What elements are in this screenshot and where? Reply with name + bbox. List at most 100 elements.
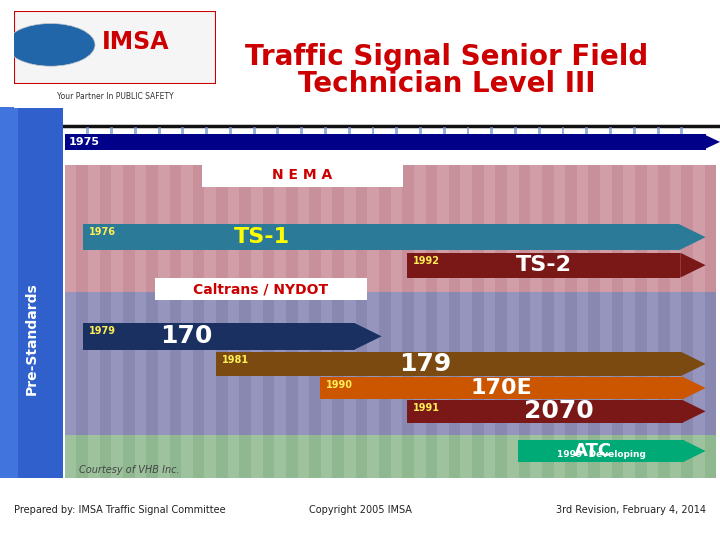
Bar xyxy=(112,292,123,435)
Bar xyxy=(274,435,286,478)
Text: 1999  Developing: 1999 Developing xyxy=(557,450,646,460)
Text: Prepared by: IMSA Traffic Signal Committee: Prepared by: IMSA Traffic Signal Committ… xyxy=(14,505,226,515)
Text: 170E: 170E xyxy=(471,378,532,398)
Bar xyxy=(181,435,193,478)
Polygon shape xyxy=(703,134,720,150)
Bar xyxy=(158,127,161,134)
Bar xyxy=(228,292,239,435)
Bar xyxy=(110,127,113,134)
Bar xyxy=(88,165,99,292)
Text: Your Partner In PUBLIC SAFETY: Your Partner In PUBLIC SAFETY xyxy=(57,92,174,101)
Bar xyxy=(390,292,402,435)
Bar xyxy=(204,435,216,478)
Bar xyxy=(460,165,472,292)
Bar xyxy=(321,165,333,292)
Text: 170: 170 xyxy=(160,325,212,348)
Polygon shape xyxy=(681,352,706,376)
Bar xyxy=(372,127,374,134)
Bar xyxy=(181,127,184,134)
Bar xyxy=(670,165,682,292)
Bar xyxy=(530,435,542,478)
Bar xyxy=(344,435,356,478)
Bar xyxy=(321,435,333,478)
Circle shape xyxy=(6,23,95,66)
Bar xyxy=(390,165,402,292)
Bar xyxy=(407,253,680,278)
Text: 1992: 1992 xyxy=(413,256,439,266)
Bar xyxy=(274,165,286,292)
Text: TS-1: TS-1 xyxy=(233,227,289,247)
Bar xyxy=(88,435,99,478)
Bar xyxy=(65,165,716,292)
Text: TS-2: TS-2 xyxy=(516,255,572,275)
Bar xyxy=(484,435,495,478)
Bar xyxy=(600,435,612,478)
Bar xyxy=(158,435,169,478)
Bar xyxy=(86,127,89,134)
Bar xyxy=(229,127,232,134)
Text: 1991: 1991 xyxy=(413,403,439,413)
Bar xyxy=(202,164,403,187)
Bar xyxy=(414,165,426,292)
Bar xyxy=(344,165,356,292)
Bar xyxy=(657,127,660,134)
Bar xyxy=(367,435,379,478)
Bar xyxy=(647,435,658,478)
Bar xyxy=(228,435,239,478)
Text: Traffic Signal Senior Field: Traffic Signal Senior Field xyxy=(245,43,648,71)
Bar xyxy=(507,292,518,435)
Bar xyxy=(419,127,422,134)
Text: Courtesy of VHB Inc.: Courtesy of VHB Inc. xyxy=(79,465,180,475)
Bar xyxy=(204,292,216,435)
Bar xyxy=(251,292,263,435)
Bar xyxy=(324,127,327,134)
Bar xyxy=(181,165,193,292)
Bar xyxy=(205,127,208,134)
Bar xyxy=(65,435,716,478)
Bar xyxy=(276,127,279,134)
Bar xyxy=(367,292,379,435)
Bar xyxy=(514,127,517,134)
Bar xyxy=(680,127,683,134)
Bar xyxy=(135,435,146,478)
Bar xyxy=(251,435,263,478)
Bar xyxy=(251,165,263,292)
Bar xyxy=(484,165,495,292)
Bar xyxy=(320,377,683,399)
Bar xyxy=(274,292,286,435)
Bar xyxy=(65,134,706,150)
Bar xyxy=(460,435,472,478)
Bar xyxy=(158,292,169,435)
Bar xyxy=(297,435,309,478)
Bar xyxy=(530,292,542,435)
Bar xyxy=(395,127,398,134)
Bar xyxy=(348,127,351,134)
Polygon shape xyxy=(679,224,706,251)
Bar xyxy=(0,107,63,478)
Text: 1990: 1990 xyxy=(326,380,354,390)
Bar xyxy=(253,127,256,134)
Bar xyxy=(437,292,449,435)
Bar xyxy=(112,435,123,478)
Bar xyxy=(484,292,495,435)
Bar xyxy=(467,127,469,134)
Bar xyxy=(65,165,76,292)
Bar xyxy=(367,165,379,292)
Bar xyxy=(554,292,565,435)
Bar xyxy=(577,165,588,292)
Bar xyxy=(135,165,146,292)
Bar xyxy=(670,435,682,478)
Bar xyxy=(490,127,493,134)
Text: 3rd Revision, February 4, 2014: 3rd Revision, February 4, 2014 xyxy=(556,505,706,515)
Bar xyxy=(624,165,635,292)
Bar xyxy=(577,435,588,478)
Text: IMSA: IMSA xyxy=(102,30,169,54)
Bar xyxy=(344,292,356,435)
Bar xyxy=(443,127,446,134)
Polygon shape xyxy=(680,253,706,278)
Bar xyxy=(633,127,636,134)
Bar xyxy=(647,292,658,435)
Bar xyxy=(134,127,137,134)
Bar xyxy=(693,165,705,292)
Text: Caltrans / NYDOT: Caltrans / NYDOT xyxy=(194,282,328,296)
